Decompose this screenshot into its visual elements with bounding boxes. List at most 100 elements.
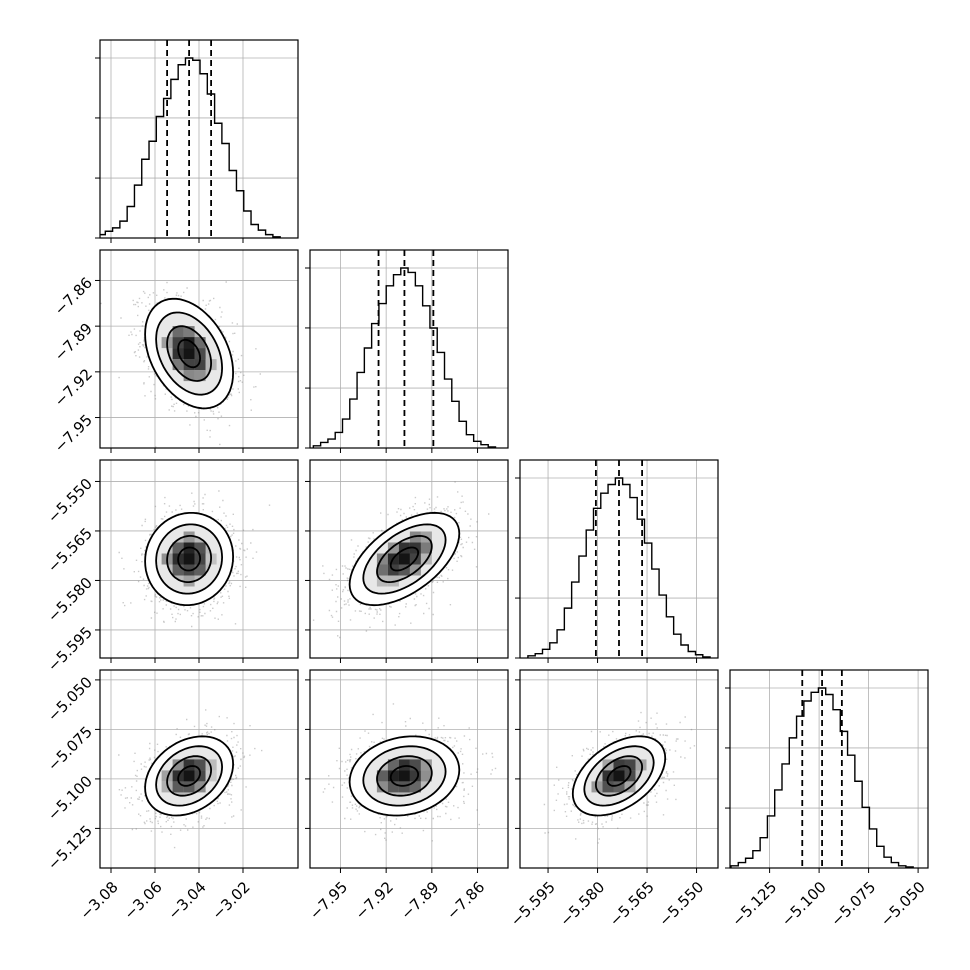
contour-line-1: [376, 755, 433, 797]
contour-line-3: [144, 735, 235, 817]
y-tick-label: −7.89: [51, 319, 96, 364]
density-cell: [409, 564, 421, 576]
contour-line-1: [376, 534, 433, 584]
contour-line-1: [594, 755, 644, 797]
x-tick-label: −5.565: [606, 878, 658, 930]
x-tick-label: −5.580: [556, 878, 608, 930]
density-cell: [387, 781, 399, 793]
y-tick-label: −5.550: [44, 475, 96, 527]
contour-line-0: [177, 765, 202, 787]
contour-line-0: [606, 765, 632, 787]
y-tick-label: −5.125: [44, 822, 96, 874]
density-cell: [194, 781, 206, 793]
density-cell: [183, 370, 195, 382]
density-cell: [172, 337, 184, 349]
axes-frame: [309, 459, 509, 659]
contour-line-3: [144, 512, 235, 606]
density-cell: [420, 770, 432, 782]
density-cell: [387, 770, 399, 782]
y-tick-label: −7.86: [51, 274, 96, 319]
density-cell: [183, 359, 195, 371]
contour-line-3: [348, 735, 461, 817]
density-cell: [420, 542, 432, 554]
x-tick-label: −5.595: [507, 878, 559, 930]
density-cell: [398, 770, 410, 782]
y-tick-label: −5.100: [44, 772, 96, 824]
contour-line-2: [155, 523, 224, 595]
contour-line-0: [177, 339, 202, 369]
density-cell: [387, 542, 399, 554]
x-tick-label: −7.86: [443, 878, 488, 923]
x-tick-label: −5.125: [728, 878, 780, 930]
y-tick-label: −5.595: [44, 623, 96, 675]
histogram-line-1: [312, 267, 497, 448]
axes-frame: [309, 669, 509, 869]
contour-line-3: [144, 297, 235, 410]
density-cell: [194, 759, 206, 771]
density-cell: [172, 564, 184, 576]
density-cell: [376, 564, 388, 576]
density-cell: [624, 759, 636, 771]
contour-line-2: [583, 745, 655, 807]
contour-line-2: [155, 745, 224, 807]
y-tick-label: −5.565: [44, 524, 96, 576]
density-cell: [172, 781, 184, 793]
density-cell: [376, 781, 388, 793]
scatter-panel-1-0: [100, 250, 298, 448]
contour-line-2: [362, 523, 447, 595]
x-tick-label: −3.08: [77, 878, 122, 923]
density-cell: [613, 781, 625, 793]
density-cell: [409, 770, 421, 782]
density-cell: [172, 326, 184, 338]
axes-frame: [729, 669, 929, 869]
histogram-panel-2: [520, 460, 718, 658]
density-cell: [172, 359, 184, 371]
density-cell: [613, 759, 625, 771]
scatter-panel-3-0: [100, 670, 298, 868]
contour-line-2: [362, 745, 447, 807]
y-tick-label: −7.92: [51, 365, 96, 410]
contour-line-3: [348, 511, 461, 607]
x-tick-label: −3.06: [121, 878, 166, 923]
density-cell: [635, 759, 647, 771]
histogram-panel-3: [730, 670, 928, 868]
contour-line-0: [389, 546, 419, 572]
density-cell: [172, 759, 184, 771]
histogram-panel-1: [310, 250, 508, 448]
x-tick-label: −3.02: [209, 878, 254, 923]
density-cell: [183, 348, 195, 360]
density-cell: [602, 781, 614, 793]
sample-points: [118, 709, 263, 849]
scatter-panel-2-0: [100, 460, 298, 658]
density-cell: [376, 770, 388, 782]
density-cell: [194, 542, 206, 554]
y-tick-label: −7.95: [51, 411, 96, 456]
density-cell: [194, 337, 206, 349]
contour-line-1: [166, 755, 213, 797]
x-tick-label: −3.04: [165, 878, 210, 923]
axes-frame: [519, 459, 719, 659]
axes-frame: [519, 669, 719, 869]
histogram-line-0: [100, 57, 281, 238]
contour-line-1: [166, 325, 213, 382]
density-cell: [194, 564, 206, 576]
contour-line-3: [571, 735, 667, 817]
density-cell: [194, 359, 206, 371]
contour-line-0: [177, 546, 202, 572]
density-cell: [591, 781, 603, 793]
density-cell: [420, 759, 432, 771]
y-tick-label: −5.580: [44, 574, 96, 626]
contour-line-1: [166, 535, 213, 583]
x-tick-label: −5.100: [778, 878, 830, 930]
density-cell: [183, 781, 195, 793]
contour-line-0: [389, 765, 419, 787]
y-tick-label: −5.075: [44, 723, 96, 775]
x-tick-label: −7.95: [306, 878, 351, 923]
x-tick-label: −5.075: [827, 878, 879, 930]
density-cell: [205, 770, 217, 782]
density-cell: [409, 759, 421, 771]
density-cell: [183, 759, 195, 771]
density-cell: [183, 575, 195, 587]
density-cell: [398, 542, 410, 554]
